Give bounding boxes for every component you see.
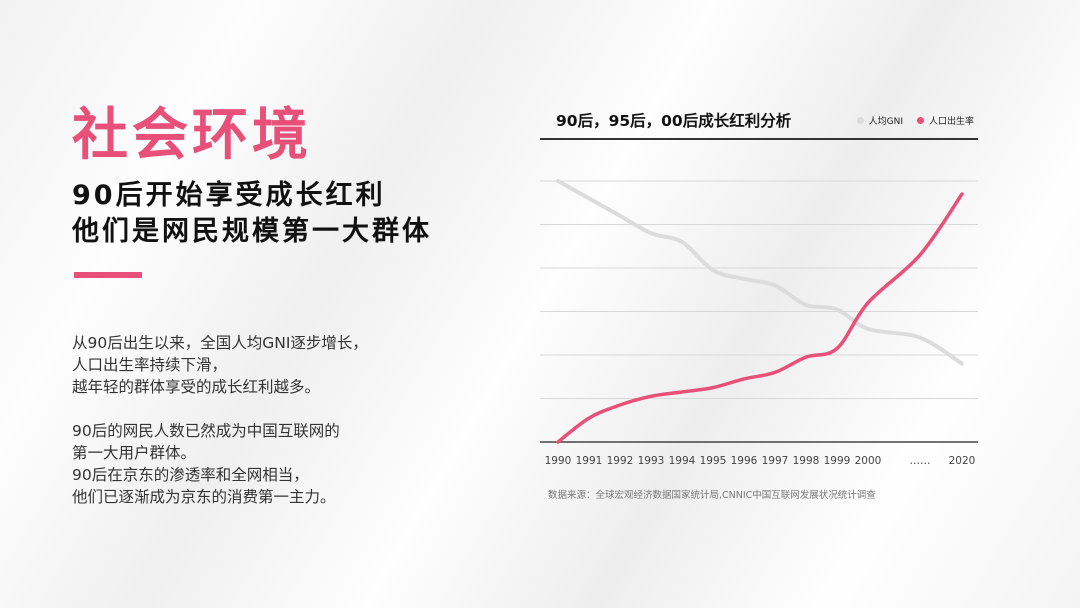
paragraph-2-line-1: 90后的网民人数已然成为中国互联网的 xyxy=(72,422,340,440)
paragraph-1-line-3: 越年轻的群体享受的成长红利越多。 xyxy=(72,378,321,396)
paragraph-2-line-3: 90后在京东的渗透率和全网相当， xyxy=(72,466,309,484)
x-tick-label: 1992 xyxy=(607,455,634,467)
paragraph-1-line-1: 从90后出生以来，全国人均GNI逐步增长， xyxy=(72,334,368,352)
accent-bar xyxy=(74,272,142,278)
paragraph-2-line-2: 第一大用户群体。 xyxy=(72,444,197,462)
x-tick-label: 2020 xyxy=(949,455,976,467)
subtitle-line-1: 90后开始享受成长红利 xyxy=(72,180,386,211)
legend-item-gni: 人均GNI xyxy=(856,114,903,127)
x-tick-label: …… xyxy=(910,455,931,467)
x-tick-label: 1995 xyxy=(700,455,727,467)
legend-label-gni: 人均GNI xyxy=(868,117,903,127)
x-tick-label: 2000 xyxy=(855,455,882,467)
x-tick-label: 1999 xyxy=(824,455,851,467)
legend-item-birthrate: 人口出生率 xyxy=(916,114,974,127)
x-tick-label: 1990 xyxy=(545,455,572,467)
chart-panel: 90后，95后，00后成长红利分析 人均GNI 人口出生率 1990 1991 19… xyxy=(540,102,980,512)
x-tick-label: 1997 xyxy=(762,455,789,467)
subtitle-line-2: 他们是网民规模第一大群体 xyxy=(72,216,432,247)
legend-dot-birthrate xyxy=(916,117,924,124)
series-line-gni xyxy=(556,179,964,366)
paragraph-1: 从90后出生以来，全国人均GNI逐步增长， 人口出生率持续下滑， 越年轻的群体享… xyxy=(72,332,368,398)
paragraph-2-line-4: 他们已逐渐成为京东的消费第一主力。 xyxy=(72,488,336,506)
x-tick-label: 1993 xyxy=(638,455,665,467)
legend-dot-gni xyxy=(856,117,864,124)
x-tick-label: 1998 xyxy=(793,455,820,467)
series-line-birthrate xyxy=(556,192,964,444)
page-title: 社会环境 xyxy=(72,103,312,168)
x-tick-label: 1994 xyxy=(669,455,696,467)
chart-legend: 人均GNI 人口出生率 xyxy=(856,114,974,127)
page-subtitle: 90后开始享受成长红利 他们是网民规模第一大群体 xyxy=(72,178,432,250)
chart-title: 90后，95后，00后成长红利分析 xyxy=(556,112,792,130)
data-source-note: 数据来源：全球宏观经济数据国家统计局,CNNIC中国互联网发展状况统计调查 xyxy=(548,490,876,501)
paragraph-1-line-2: 人口出生率持续下滑， xyxy=(72,356,228,374)
x-tick-label: 1996 xyxy=(731,455,758,467)
line-chart: 1990 1991 1992 1993 1994 1995 1996 1997 1998 1999… xyxy=(540,179,978,467)
legend-label-birthrate: 人口出生率 xyxy=(928,117,974,127)
chart-top-rule xyxy=(540,138,978,140)
paragraph-2: 90后的网民人数已然成为中国互联网的 第一大用户群体。 90后在京东的渗透率和全… xyxy=(72,420,340,508)
x-tick-label: 1991 xyxy=(576,455,603,467)
